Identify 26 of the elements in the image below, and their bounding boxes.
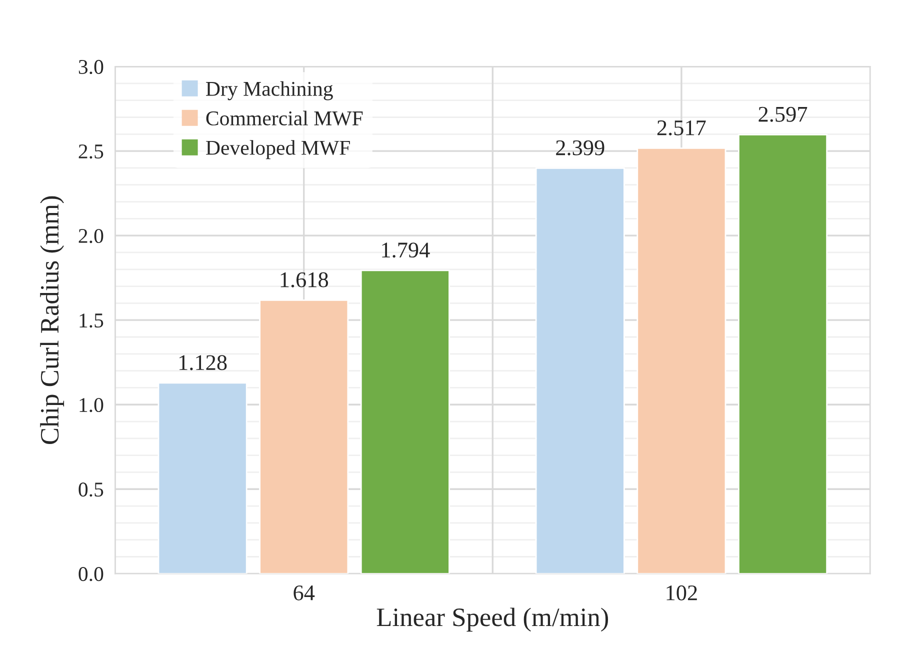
data-label: 1.128 <box>180 355 227 370</box>
legend-label: Commercial MWF <box>206 110 363 126</box>
bar <box>738 134 828 574</box>
y-tick-label: 1.5 <box>80 314 104 328</box>
bar <box>535 167 625 574</box>
y-tick-label: 2.5 <box>78 144 104 159</box>
data-label: 2.517 <box>657 120 706 136</box>
data-label: 2.597 <box>758 106 808 122</box>
y-axis-title: Chip Curl Radius (mm) <box>40 196 64 444</box>
bar <box>158 382 248 574</box>
x-tick-label: 64 <box>294 585 315 600</box>
data-label: 2.399 <box>556 140 604 156</box>
legend-label: Dry Machining <box>206 81 333 100</box>
data-label: 1.794 <box>382 242 430 258</box>
legend-label: Developed MWF <box>206 140 350 160</box>
y-tick-label: 1.0 <box>80 398 104 412</box>
bar <box>360 270 450 574</box>
x-tick-label: 102 <box>666 585 697 600</box>
y-tick-label: 0.5 <box>78 482 104 497</box>
y-tick-label: 3.0 <box>78 60 104 74</box>
x-axis-title: Linear Speed (m/min) <box>376 608 608 632</box>
bar <box>259 299 349 574</box>
bar <box>636 147 726 574</box>
y-tick-label: 0.0 <box>78 567 104 582</box>
y-tick-label: 2.0 <box>78 228 104 244</box>
data-label: 1.618 <box>280 272 328 288</box>
